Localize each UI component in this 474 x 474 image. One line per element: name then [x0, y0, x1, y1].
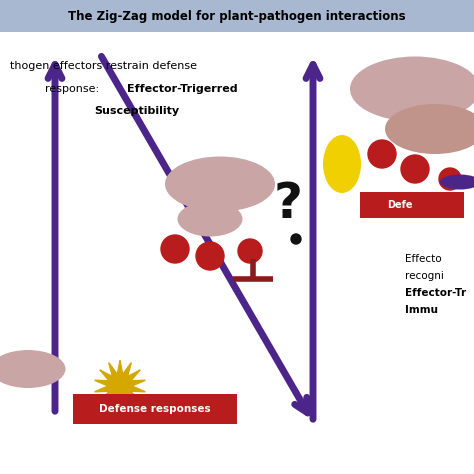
- Text: Defense responses: Defense responses: [99, 404, 211, 414]
- Ellipse shape: [323, 135, 361, 193]
- Text: Immu: Immu: [405, 305, 438, 315]
- Polygon shape: [95, 360, 146, 412]
- Circle shape: [439, 168, 461, 190]
- Circle shape: [291, 234, 301, 244]
- Ellipse shape: [350, 56, 474, 121]
- Text: response:: response:: [45, 84, 103, 94]
- Ellipse shape: [440, 174, 474, 190]
- Ellipse shape: [177, 201, 243, 237]
- Circle shape: [196, 242, 224, 270]
- Ellipse shape: [165, 156, 275, 211]
- FancyBboxPatch shape: [360, 192, 464, 218]
- Text: Effector-Tr: Effector-Tr: [405, 288, 466, 298]
- Text: thogen effectors restrain defense: thogen effectors restrain defense: [10, 61, 197, 71]
- Ellipse shape: [0, 350, 65, 388]
- Circle shape: [161, 235, 189, 263]
- Text: ?: ?: [273, 180, 302, 228]
- Circle shape: [401, 155, 429, 183]
- Circle shape: [368, 140, 396, 168]
- Text: The Zig-Zag model for plant-pathogen interactions: The Zig-Zag model for plant-pathogen int…: [68, 9, 406, 22]
- Text: recogni: recogni: [405, 271, 444, 281]
- Text: Susceptibility: Susceptibility: [94, 106, 180, 116]
- Text: Effecto: Effecto: [405, 254, 442, 264]
- Text: Defe: Defe: [387, 200, 413, 210]
- Circle shape: [238, 239, 262, 263]
- Text: Effector-Trigerred: Effector-Trigerred: [127, 84, 237, 94]
- Bar: [0, 0, 474, 32]
- FancyBboxPatch shape: [73, 394, 237, 424]
- Ellipse shape: [385, 104, 474, 154]
